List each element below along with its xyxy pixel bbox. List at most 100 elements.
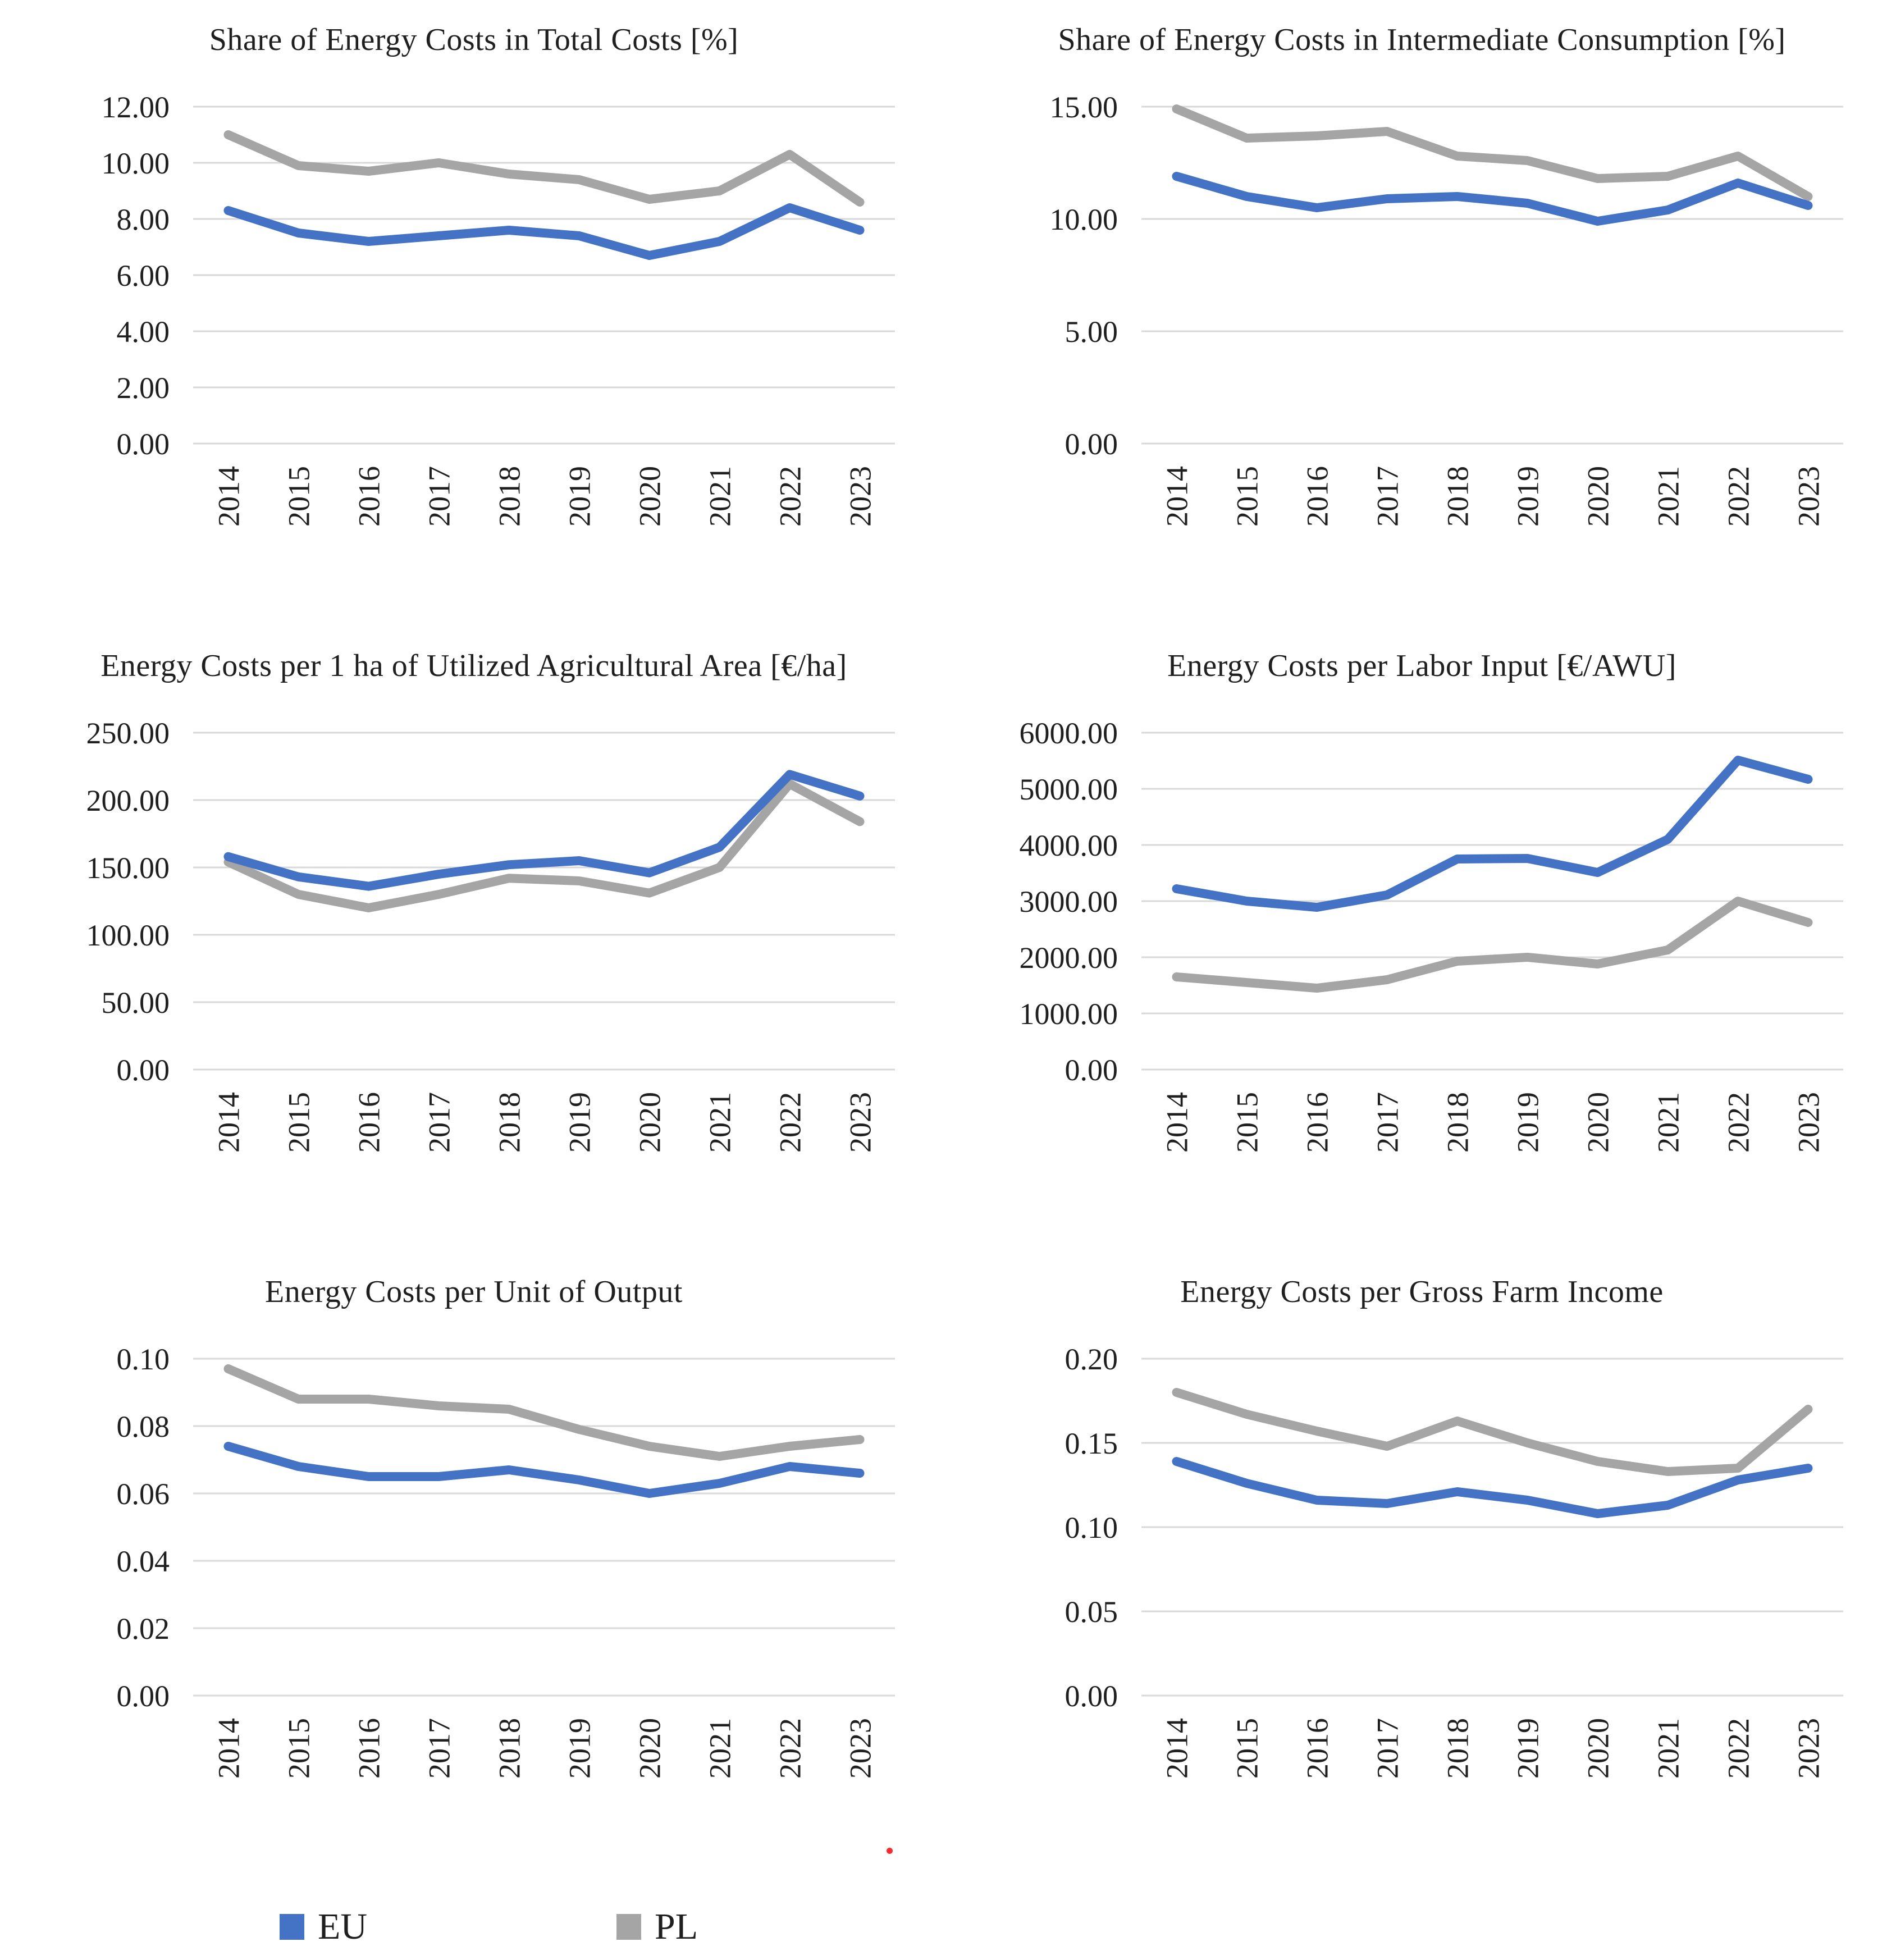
chart-title: Energy Costs per 1 ha of Utilized Agricu… [100, 648, 847, 683]
y-tick-label: 200.00 [86, 784, 170, 817]
x-tick-label: 2023 [1792, 1092, 1825, 1153]
x-tick-label: 2017 [1370, 1718, 1404, 1779]
chart-costs-per-labor-input: Energy Costs per Labor Input [€/AWU] 0.0… [948, 632, 1896, 1258]
x-tick-label: 2017 [1370, 466, 1404, 527]
eu-line [1172, 756, 1812, 912]
eu-line [1172, 172, 1812, 226]
y-tick-label: 5000.00 [1019, 773, 1118, 806]
x-tick-label: 2023 [844, 466, 878, 527]
chart-costs-per-hectare: Energy Costs per 1 ha of Utilized Agricu… [0, 632, 948, 1258]
eu-swatch-icon [280, 1914, 304, 1940]
legend-label-pl: PL [654, 1906, 698, 1947]
y-tick-label: 4.00 [117, 315, 170, 349]
eu-line [223, 203, 865, 260]
x-tick-label: 2023 [844, 1718, 878, 1779]
chart-costs-per-gross-farm-income: Energy Costs per Gross Farm Income 0.00 0… [948, 1258, 1896, 1884]
x-tick-label: 2018 [1441, 1718, 1474, 1779]
x-tick-label: 2021 [1651, 466, 1685, 527]
y-tick-label: 10.00 [1049, 203, 1118, 236]
x-tick-label: 2014 [1160, 1092, 1194, 1153]
y-tick-label: 0.10 [1064, 1511, 1118, 1545]
x-tick-label: 2023 [1792, 1718, 1825, 1779]
x-tick-label: 2014 [1160, 466, 1194, 527]
y-tick-label: 0.00 [1064, 1053, 1118, 1087]
chart-share-total-costs: Share of Energy Costs in Total Costs [%]… [0, 6, 948, 632]
chart-share-intermediate-consumption: Share of Energy Costs in Intermediate Co… [948, 6, 1896, 632]
x-tick-label: 2022 [774, 1718, 807, 1779]
x-tick-label: 2016 [1300, 1092, 1334, 1153]
line-chart-canvas: 0.00 0.02 0.04 0.06 0.08 0.10 2014 2015 2016 2017… [117, 1342, 895, 1779]
x-tick-label: 2018 [1441, 466, 1474, 527]
x-tick-label: 2022 [1721, 1092, 1755, 1153]
x-tick-label: 2014 [212, 1718, 246, 1779]
x-tick-label: 2015 [282, 1718, 316, 1779]
x-tick-label: 2015 [282, 466, 316, 527]
pl-line [223, 130, 865, 207]
x-tick-label: 2019 [1511, 1718, 1545, 1779]
x-tick-label: 2017 [1370, 1092, 1404, 1153]
pl-line [1172, 104, 1812, 201]
y-tick-label: 0.00 [1064, 427, 1118, 461]
x-tick-label: 2022 [774, 1092, 807, 1153]
pl-line [223, 1364, 865, 1461]
y-tick-label: 10.00 [102, 147, 170, 180]
chart-title: Energy Costs per Labor Input [€/AWU] [1167, 648, 1676, 683]
x-tick-label: 2019 [1511, 1092, 1545, 1153]
eu-line [1172, 1457, 1812, 1518]
y-tick-label: 6.00 [117, 259, 170, 293]
x-tick-label: 2016 [1300, 1718, 1334, 1779]
x-tick-label: 2018 [493, 1718, 527, 1779]
x-tick-label: 2020 [633, 1092, 667, 1153]
x-tick-label: 2015 [1230, 1718, 1264, 1779]
y-tick-label: 0.10 [117, 1342, 170, 1376]
pl-line [1172, 1388, 1812, 1476]
y-tick-label: 0.06 [117, 1477, 170, 1511]
y-tick-label: 50.00 [102, 986, 170, 1020]
x-tick-label: 2016 [353, 1718, 386, 1779]
x-tick-label: 2023 [844, 1092, 878, 1153]
x-tick-label: 2019 [563, 1718, 597, 1779]
y-tick-label: 2000.00 [1019, 941, 1118, 975]
y-tick-label: 100.00 [86, 919, 170, 952]
y-tick-label: 0.04 [117, 1545, 170, 1578]
y-tick-label: 0.00 [117, 1053, 170, 1087]
y-tick-label: 0.05 [1064, 1595, 1118, 1629]
y-tick-label: 15.00 [1049, 90, 1118, 124]
chart-title: Energy Costs per Unit of Output [265, 1274, 683, 1309]
chart-title: Share of Energy Costs in Intermediate Co… [1058, 22, 1786, 57]
chart-legend: EU PL [280, 1908, 1896, 1945]
x-tick-label: 2018 [1441, 1092, 1474, 1153]
legend-item-eu: EU [280, 1908, 367, 1945]
line-chart-canvas: 0.00 2.00 4.00 6.00 8.00 10.00 12.00 2014 2015 20… [102, 90, 895, 527]
x-tick-label: 2020 [1581, 1092, 1615, 1153]
y-tick-label: 8.00 [117, 203, 170, 236]
eu-line [223, 1442, 865, 1498]
x-tick-label: 2020 [1581, 466, 1615, 527]
x-tick-label: 2020 [633, 1718, 667, 1779]
x-tick-label: 2014 [1160, 1718, 1194, 1779]
x-tick-label: 2022 [1721, 1718, 1755, 1779]
x-tick-label: 2017 [423, 1718, 456, 1779]
x-tick-label: 2021 [703, 466, 737, 527]
x-tick-label: 2014 [212, 1092, 246, 1153]
y-tick-label: 1000.00 [1019, 997, 1118, 1031]
x-tick-label: 2020 [633, 466, 667, 527]
x-tick-label: 2015 [1230, 466, 1264, 527]
y-tick-label: 12.00 [102, 90, 170, 124]
y-tick-label: 150.00 [86, 851, 170, 885]
pl-line [223, 779, 865, 912]
stray-red-dot [887, 1848, 893, 1854]
y-tick-label: 0.00 [117, 427, 170, 461]
figure-grid: Share of Energy Costs in Total Costs [%]… [0, 6, 1896, 1884]
x-tick-label: 2014 [212, 466, 246, 527]
eu-line [223, 770, 865, 891]
x-tick-label: 2017 [423, 466, 456, 527]
x-tick-label: 2016 [1300, 466, 1334, 527]
line-chart-canvas: 0.00 0.05 0.10 0.15 0.20 2014 2015 2016 2017 2018… [1064, 1342, 1843, 1779]
x-tick-label: 2020 [1581, 1718, 1615, 1779]
x-tick-label: 2022 [1721, 466, 1755, 527]
chart-title: Energy Costs per Gross Farm Income [1180, 1274, 1664, 1309]
x-tick-label: 2016 [353, 1092, 386, 1153]
y-tick-label: 0.02 [117, 1612, 170, 1646]
line-chart-canvas: 0.00 50.00 100.00 150.00 200.00 250.00 2014 201… [86, 716, 895, 1153]
